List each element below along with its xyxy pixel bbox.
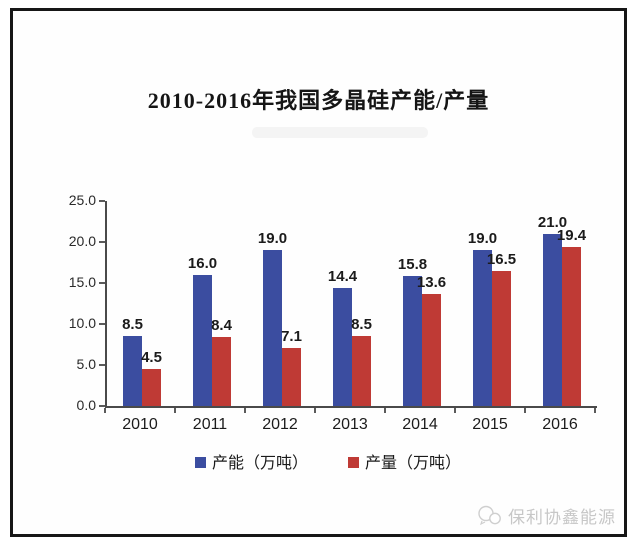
bar-value-label: 15.8 bbox=[397, 256, 428, 274]
y-tick-label: 15.0 bbox=[68, 274, 96, 290]
x-tick-mark bbox=[524, 408, 526, 413]
bar-value-label: 4.5 bbox=[141, 349, 162, 367]
x-axis-label-2012: 2012 bbox=[262, 416, 298, 433]
bar-group-2012: 19.0 7.1 bbox=[247, 201, 317, 406]
bar-production-2015: 16.5 bbox=[487, 251, 516, 406]
x-axis-label-2016: 2016 bbox=[542, 416, 578, 433]
bar-production-2010: 4.5 bbox=[141, 349, 162, 406]
bar-capacity-2016: 21.0 bbox=[538, 214, 567, 406]
legend-swatch-icon bbox=[194, 456, 206, 468]
x-axis-label-2015: 2015 bbox=[472, 416, 508, 433]
y-tick-mark bbox=[99, 241, 105, 243]
x-tick-mark bbox=[314, 408, 316, 413]
y-tick-mark bbox=[99, 282, 105, 284]
y-tick-label: 25.0 bbox=[68, 192, 96, 208]
x-tick-mark bbox=[454, 408, 456, 413]
chat-bubbles-logo-icon bbox=[478, 505, 501, 525]
y-tick-mark bbox=[99, 364, 105, 366]
legend-label: 产量（万吨） bbox=[365, 455, 462, 472]
bar-value-label: 21.0 bbox=[537, 213, 568, 231]
plot-area: 8.5 4.5 16.0 8.4 19.0 7.1 14.4 8.5 15.8 13.6 19.0 1… bbox=[105, 201, 597, 408]
y-tick-mark bbox=[99, 200, 105, 202]
bar-group-2010: 8.5 4.5 bbox=[107, 201, 177, 406]
x-tick-mark bbox=[174, 408, 176, 413]
bar-capacity-2012: 19.0 bbox=[258, 230, 287, 406]
watermark: 保利协鑫能源 bbox=[477, 503, 616, 528]
y-tick-label: 20.0 bbox=[68, 233, 96, 249]
bar-capacity-2011: 16.0 bbox=[188, 255, 217, 406]
legend-swatch-icon bbox=[348, 456, 359, 468]
bar-production-2014: 13.6 bbox=[417, 274, 446, 406]
bar-value-label: 8.5 bbox=[122, 316, 143, 334]
x-tick-mark bbox=[244, 408, 246, 413]
y-tick-mark bbox=[99, 405, 105, 407]
x-axis-label-2011: 2011 bbox=[192, 416, 228, 433]
bar-group-2011: 16.0 8.4 bbox=[177, 201, 247, 406]
bar-capacity-2015: 19.0 bbox=[468, 230, 497, 406]
x-axis-labels: 2010 2011 2012 2013 2014 2015 2016 bbox=[105, 416, 595, 434]
x-axis-label-2014: 2014 bbox=[402, 416, 438, 433]
y-tick-label: 0.0 bbox=[76, 397, 96, 413]
bar-capacity-2010: 8.5 bbox=[122, 316, 143, 406]
bar-value-label: 8.5 bbox=[351, 316, 372, 334]
bar-production-2012: 7.1 bbox=[281, 328, 302, 406]
x-axis-label-2013: 2013 bbox=[332, 416, 368, 433]
scan-smudge-artifact bbox=[252, 127, 428, 138]
legend-item-production: 产量（万吨） bbox=[348, 449, 461, 473]
image-border-frame bbox=[10, 8, 627, 537]
bar-group-2014: 15.8 13.6 bbox=[387, 201, 457, 406]
bar-value-label: 19.0 bbox=[467, 230, 498, 248]
x-tick-mark bbox=[594, 408, 596, 413]
chart-legend: 产能（万吨） 产量（万吨） bbox=[83, 449, 573, 473]
bar-value-label: 8.4 bbox=[211, 317, 232, 335]
bar-capacity-2013: 14.4 bbox=[328, 268, 357, 406]
watermark-text: 保利协鑫能源 bbox=[508, 508, 616, 527]
bar-value-label: 16.0 bbox=[187, 254, 218, 272]
legend-label: 产能（万吨） bbox=[211, 455, 308, 472]
y-tick-mark bbox=[99, 323, 105, 325]
bar-value-label: 7.1 bbox=[281, 327, 302, 345]
bar-production-2011: 8.4 bbox=[211, 317, 232, 406]
bar-value-label: 19.0 bbox=[257, 230, 288, 248]
x-axis-label-2010: 2010 bbox=[122, 416, 158, 433]
bar-production-2013: 8.5 bbox=[351, 316, 372, 406]
x-tick-mark bbox=[104, 408, 106, 413]
bar-value-label: 13.6 bbox=[416, 274, 447, 292]
bar-value-label: 14.4 bbox=[327, 267, 358, 285]
x-tick-mark bbox=[384, 408, 386, 413]
y-tick-label: 10.0 bbox=[68, 315, 96, 331]
legend-item-capacity: 产能（万吨） bbox=[194, 449, 308, 473]
y-tick-label: 5.0 bbox=[76, 356, 96, 372]
bar-production-2016: 19.4 bbox=[557, 227, 586, 406]
bar-group-2013: 14.4 8.5 bbox=[317, 201, 387, 406]
bar-value-label: 16.5 bbox=[486, 250, 517, 268]
chart-title: 2010-2016年我国多晶硅产能/产量 bbox=[147, 88, 490, 113]
bar-group-2015: 19.0 16.5 bbox=[457, 201, 527, 406]
bar-value-label: 19.4 bbox=[556, 226, 587, 244]
bar-group-2016: 21.0 19.4 bbox=[527, 201, 597, 406]
bar-capacity-2014: 15.8 bbox=[398, 256, 427, 406]
